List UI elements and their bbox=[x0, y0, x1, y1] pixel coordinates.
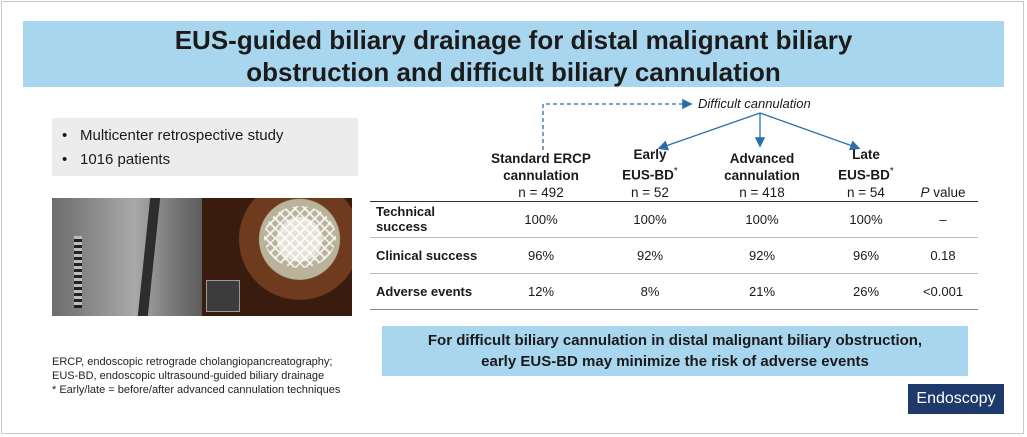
column-n: n = 492 bbox=[518, 184, 564, 200]
fluoroscopy-image bbox=[52, 198, 202, 316]
table-cell: <0.001 bbox=[922, 283, 964, 299]
table-cell: 96% bbox=[852, 247, 880, 263]
footnote-line: EUS-BD, endoscopic ultrasound-guided bil… bbox=[52, 370, 325, 382]
column-header: Standard ERCP cannulation n = 492 bbox=[482, 146, 600, 201]
column-n: n = 418 bbox=[739, 184, 785, 200]
column-title: Late bbox=[852, 147, 880, 162]
row-label: Technical success bbox=[376, 204, 436, 234]
table-header-row: Standard ERCP cannulation n = 492 Early EUS… bbox=[370, 146, 978, 201]
table-cell: 12% bbox=[527, 283, 555, 299]
conclusion-line-2: early EUS-BD may minimize the risk of ad… bbox=[481, 353, 869, 370]
endoscopic-image bbox=[202, 198, 352, 316]
table-cell: 92% bbox=[636, 247, 664, 263]
column-header: Early EUS-BD* n = 52 bbox=[600, 146, 700, 201]
column-header: Advanced cannulation n = 418 bbox=[700, 146, 824, 201]
table-cell: 92% bbox=[748, 247, 776, 263]
title-line-1: EUS-guided biliary drainage for distal m… bbox=[174, 25, 853, 55]
bullet-icon: • bbox=[62, 127, 68, 144]
p-value-header: P value bbox=[908, 146, 978, 201]
table-row: Adverse events 12% 8% 21% 26% <0.001 bbox=[370, 273, 978, 309]
table-cell: 26% bbox=[852, 283, 880, 299]
table-cell: 0.18 bbox=[930, 247, 956, 263]
table-cell: 100% bbox=[633, 211, 667, 227]
endoscope-shadow bbox=[137, 198, 161, 316]
column-n: n = 54 bbox=[847, 184, 885, 200]
difficult-cannulation-label: Difficult cannulation bbox=[698, 96, 811, 111]
table-row: Clinical success 96% 92% 92% 96% 0.18 bbox=[370, 237, 978, 273]
header-blank bbox=[370, 146, 482, 201]
journal-logo: Endoscopy bbox=[908, 384, 1004, 414]
table-cell: 96% bbox=[527, 247, 555, 263]
p-value-label: value bbox=[929, 184, 966, 200]
column-header: Late EUS-BD* n = 54 bbox=[824, 146, 908, 201]
table-cell: 100% bbox=[745, 211, 779, 227]
stent-shadow bbox=[74, 236, 82, 308]
column-title: EUS-BD bbox=[622, 167, 674, 183]
row-label: Adverse events bbox=[376, 283, 473, 299]
image-inset bbox=[206, 280, 240, 312]
bullet-text: Multicenter retrospective study bbox=[80, 127, 284, 144]
p-symbol: P bbox=[920, 184, 930, 200]
study-summary-box: • Multicenter retrospective study • 1016 p… bbox=[52, 118, 358, 176]
footnotes: ERCP, endoscopic retrograde cholangiopan… bbox=[52, 355, 340, 397]
footnote-marker: * bbox=[889, 166, 894, 177]
table-cell: 100% bbox=[524, 211, 558, 227]
title-banner: EUS-guided biliary drainage for distal m… bbox=[23, 21, 1004, 87]
column-title: cannulation bbox=[724, 167, 800, 183]
conclusion-banner: For difficult biliary cannulation in dis… bbox=[382, 326, 968, 376]
results-table: Standard ERCP cannulation n = 492 Early EUS… bbox=[370, 146, 978, 310]
table-cell: 21% bbox=[748, 283, 776, 299]
table-cell: – bbox=[939, 211, 947, 227]
clinical-images bbox=[52, 198, 352, 316]
conclusion-line-1: For difficult biliary cannulation in dis… bbox=[427, 332, 923, 349]
metal-stent-mesh bbox=[264, 206, 336, 268]
bullet-item: • 1016 patients bbox=[52, 148, 358, 172]
table-cell: 8% bbox=[640, 283, 660, 299]
column-title: Standard ERCP bbox=[491, 150, 591, 166]
bullet-text: 1016 patients bbox=[80, 151, 171, 168]
column-title: EUS-BD bbox=[838, 167, 890, 183]
column-title: Early bbox=[633, 147, 667, 162]
bullet-icon: • bbox=[62, 151, 68, 168]
column-title: cannulation bbox=[503, 167, 579, 183]
column-title: Advanced bbox=[729, 150, 795, 166]
row-label: Clinical success bbox=[376, 247, 478, 263]
table-row: Technical success 100% 100% 100% 100% – bbox=[370, 201, 978, 237]
footnote-line: ERCP, endoscopic retrograde cholangiopan… bbox=[52, 356, 333, 368]
column-n: n = 52 bbox=[631, 184, 669, 200]
table-cell: 100% bbox=[849, 211, 883, 227]
bullet-item: • Multicenter retrospective study bbox=[52, 124, 358, 148]
title-line-2: obstruction and difficult biliary cannul… bbox=[246, 57, 781, 87]
footnote-marker: * bbox=[673, 166, 678, 177]
footnote-line: * Early/late = before/after advanced can… bbox=[52, 384, 341, 396]
